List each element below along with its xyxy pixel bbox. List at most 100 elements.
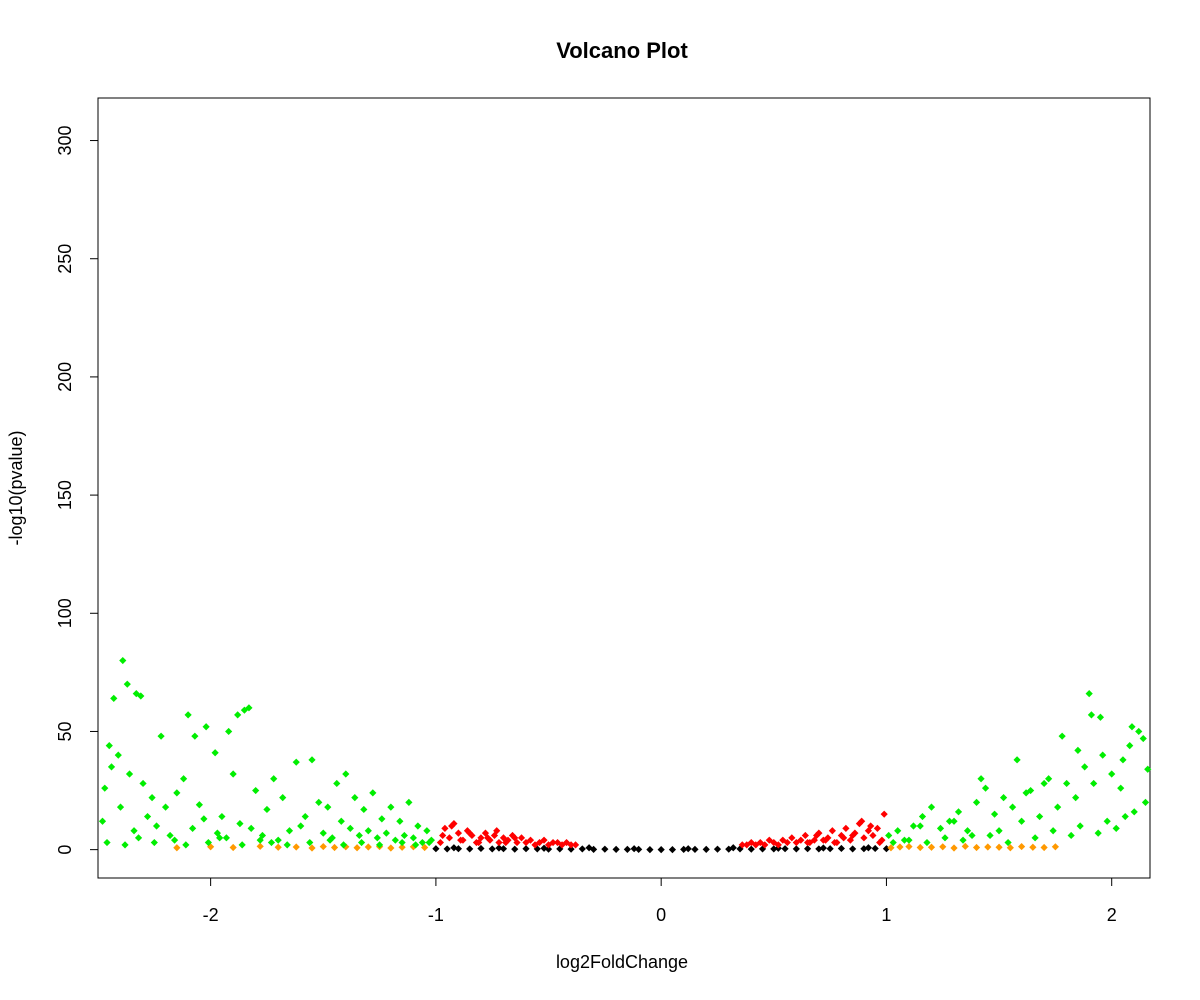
data-point (373, 834, 381, 842)
data-point (941, 834, 949, 842)
data-point (846, 836, 854, 844)
data-point (292, 843, 300, 851)
data-point (887, 844, 895, 852)
data-point (132, 690, 140, 698)
data-point (364, 843, 372, 851)
data-point (98, 817, 107, 825)
data-point (285, 827, 294, 835)
data-point (1049, 827, 1057, 835)
data-point (423, 827, 431, 835)
data-point (409, 834, 417, 842)
data-point (173, 844, 181, 852)
data-point (995, 843, 1003, 851)
data-point (398, 843, 406, 851)
data-point (840, 834, 848, 842)
data-point (939, 843, 947, 851)
data-point (245, 704, 253, 712)
data-point (204, 838, 212, 847)
data-point (916, 822, 924, 830)
data-point (972, 843, 981, 852)
data-point (927, 803, 936, 811)
data-point (896, 843, 904, 851)
data-point (981, 784, 990, 792)
data-point (578, 845, 586, 853)
data-point (443, 845, 451, 853)
data-point (900, 836, 909, 844)
data-point (990, 810, 999, 818)
chart-title: Volcano Plot (556, 38, 688, 63)
data-point (130, 827, 138, 835)
data-point (475, 838, 483, 847)
x-tick-label: 2 (1107, 905, 1117, 925)
data-point (409, 843, 417, 851)
data-point (867, 822, 875, 830)
data-point (364, 827, 372, 835)
data-point (882, 845, 891, 853)
data-point (945, 817, 954, 825)
data-point (301, 812, 309, 821)
data-point (454, 829, 463, 837)
data-point (170, 836, 179, 844)
data-point (137, 692, 145, 700)
data-point (213, 829, 221, 837)
plot-frame (97, 97, 1151, 879)
y-tick-label: 50 (55, 721, 75, 741)
data-point (849, 845, 857, 853)
data-point (858, 817, 866, 825)
x-axis: -2 -1 0 1 2 (203, 878, 1117, 925)
data-point (114, 751, 122, 759)
data-point (828, 827, 836, 835)
data-point (630, 845, 638, 853)
data-point (211, 749, 219, 757)
data-point (553, 838, 562, 847)
data-point (556, 845, 564, 853)
data-point (378, 815, 386, 823)
data-point (412, 841, 420, 849)
data-point (238, 841, 246, 849)
data-point (923, 838, 931, 847)
data-point (116, 803, 125, 811)
data-point (229, 843, 237, 852)
data-point (986, 831, 994, 840)
data-point (195, 801, 203, 809)
data-point (119, 656, 127, 665)
data-point (396, 817, 404, 825)
data-point (729, 844, 737, 852)
data-point (646, 846, 654, 854)
data-point (445, 834, 454, 842)
data-point (1126, 742, 1134, 750)
data-point (436, 838, 445, 847)
data-point (161, 803, 170, 811)
data-point (439, 831, 447, 840)
data-point (849, 831, 857, 840)
data-point (743, 841, 751, 849)
data-point (182, 841, 190, 849)
data-point (1117, 784, 1125, 792)
data-point (792, 838, 800, 847)
data-point (421, 843, 429, 852)
data-point (481, 829, 490, 837)
data-point (441, 824, 449, 832)
data-point (860, 845, 868, 853)
data-point (797, 836, 805, 844)
data-point (218, 812, 226, 821)
data-point (101, 784, 109, 792)
data-point (247, 824, 255, 832)
data-point (152, 822, 161, 830)
data-point (466, 845, 474, 853)
data-point (184, 711, 192, 719)
data-point (889, 838, 897, 847)
data-point (549, 838, 557, 847)
data-point (270, 775, 278, 783)
data-point (1017, 842, 1026, 851)
data-point (567, 845, 575, 853)
data-point (668, 846, 677, 854)
data-point (756, 838, 764, 847)
data-point (540, 844, 548, 852)
data-points (98, 656, 1152, 854)
data-point (558, 841, 566, 849)
data-point (864, 844, 873, 852)
y-tick-label: 300 (55, 126, 75, 156)
data-point (815, 845, 823, 853)
data-point (330, 843, 339, 852)
